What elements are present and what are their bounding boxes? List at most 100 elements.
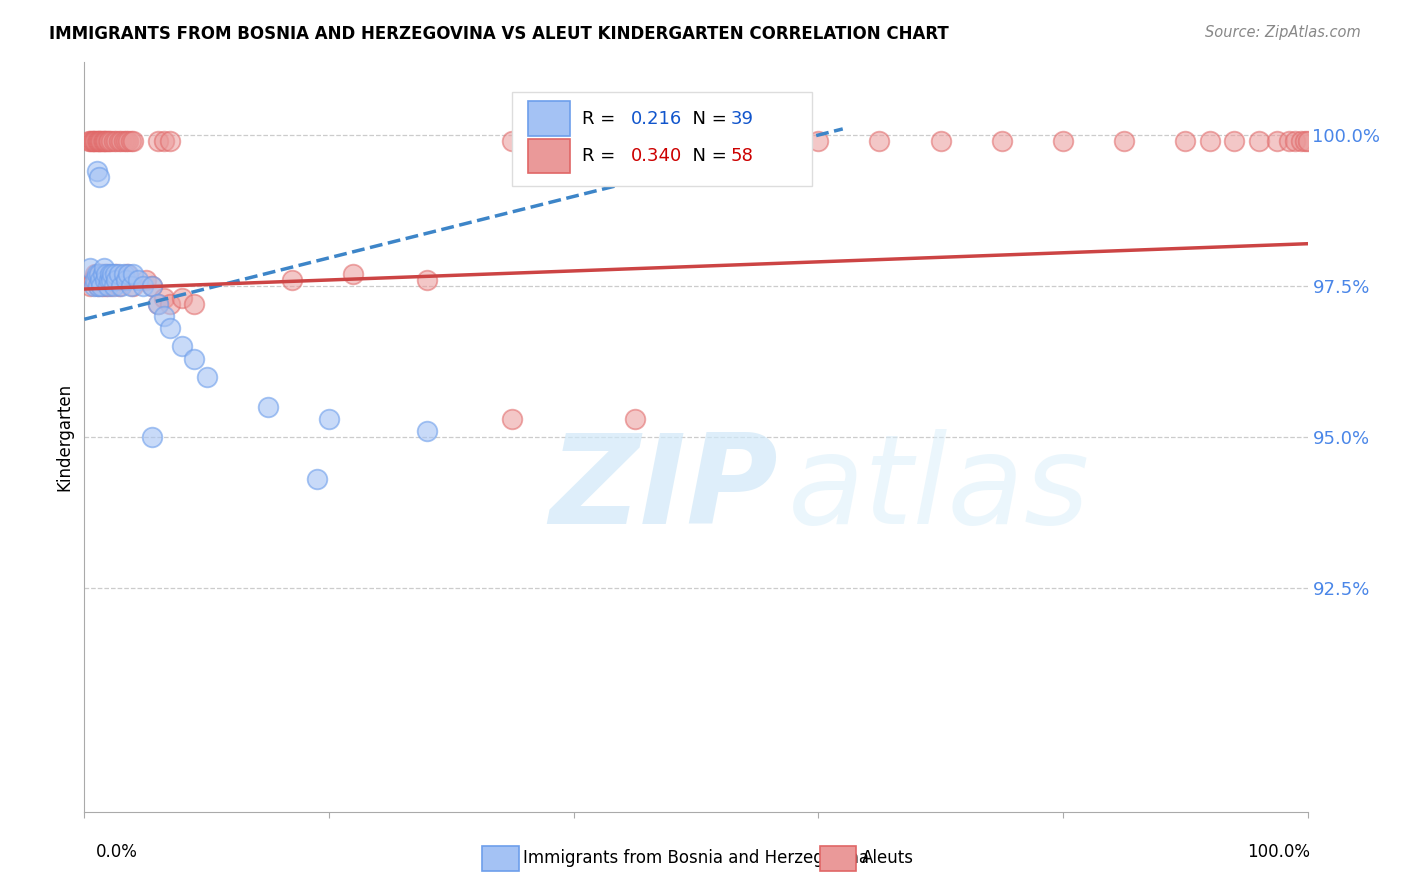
Point xyxy=(257,400,280,414)
Point xyxy=(96,134,118,148)
Point xyxy=(991,134,1014,148)
Point xyxy=(86,164,108,178)
Point xyxy=(97,267,120,281)
Point xyxy=(82,134,104,148)
Point xyxy=(97,273,120,287)
Text: Source: ZipAtlas.com: Source: ZipAtlas.com xyxy=(1205,25,1361,40)
Point xyxy=(84,267,107,281)
Point xyxy=(1278,134,1301,148)
Point xyxy=(120,134,142,148)
Point xyxy=(90,134,112,148)
Point xyxy=(1291,134,1313,148)
Point xyxy=(172,291,194,305)
Point xyxy=(87,170,110,185)
Point xyxy=(747,134,769,148)
Point xyxy=(105,273,128,287)
FancyBboxPatch shape xyxy=(529,102,569,136)
Point xyxy=(110,273,132,287)
Point xyxy=(91,279,114,293)
Point xyxy=(117,267,139,281)
Point xyxy=(105,267,128,281)
Point xyxy=(87,267,110,281)
Point xyxy=(107,267,129,281)
Point xyxy=(122,134,145,148)
Point xyxy=(1284,134,1306,148)
Point xyxy=(562,134,585,148)
Point xyxy=(807,134,830,148)
Point xyxy=(117,134,139,148)
Point xyxy=(89,273,111,287)
Point xyxy=(1174,134,1197,148)
Point xyxy=(318,412,340,426)
Point xyxy=(79,279,101,293)
Point xyxy=(84,134,107,148)
Point xyxy=(103,273,125,287)
Text: 58: 58 xyxy=(730,147,754,165)
Point xyxy=(141,430,163,444)
Point xyxy=(91,267,114,281)
Text: Immigrants from Bosnia and Herzegovina: Immigrants from Bosnia and Herzegovina xyxy=(523,849,869,867)
Text: 0.0%: 0.0% xyxy=(96,843,138,861)
Point xyxy=(101,267,124,281)
Point xyxy=(100,279,122,293)
Point xyxy=(89,273,111,287)
Text: R =: R = xyxy=(582,147,621,165)
Point xyxy=(159,297,181,311)
Point xyxy=(153,291,176,305)
Point xyxy=(1247,134,1270,148)
Point xyxy=(153,134,176,148)
Point xyxy=(87,134,110,148)
Point xyxy=(94,267,117,281)
Text: N =: N = xyxy=(682,147,733,165)
Point xyxy=(89,134,111,148)
Point xyxy=(1114,134,1136,148)
Point xyxy=(105,134,128,148)
Point xyxy=(502,134,524,148)
Point xyxy=(86,273,108,287)
Point xyxy=(98,267,121,281)
Point xyxy=(93,260,115,275)
Point xyxy=(115,273,138,287)
Point xyxy=(87,279,110,293)
Point xyxy=(103,279,125,293)
Point xyxy=(82,273,104,287)
Point xyxy=(97,134,120,148)
Point xyxy=(93,134,115,148)
Text: 0.340: 0.340 xyxy=(631,147,682,165)
Point xyxy=(115,134,138,148)
Point xyxy=(93,273,115,287)
Point xyxy=(112,267,135,281)
Point xyxy=(342,267,364,281)
Point xyxy=(153,310,176,324)
Point xyxy=(90,267,112,281)
Point xyxy=(97,134,120,148)
Point xyxy=(1296,134,1319,148)
Text: R =: R = xyxy=(582,110,621,128)
Point xyxy=(87,134,110,148)
Point xyxy=(90,279,112,293)
Point xyxy=(1052,134,1074,148)
Point xyxy=(94,273,117,287)
Text: atlas: atlas xyxy=(787,429,1090,550)
Point xyxy=(79,134,101,148)
Point xyxy=(141,279,163,293)
Point xyxy=(80,134,103,148)
Point xyxy=(146,297,169,311)
Point xyxy=(281,273,304,287)
Point xyxy=(1294,134,1316,148)
Point xyxy=(79,260,101,275)
Text: 0.216: 0.216 xyxy=(631,110,682,128)
Point xyxy=(624,412,647,426)
Point xyxy=(86,134,108,148)
Point xyxy=(77,134,100,148)
Point xyxy=(103,134,125,148)
Point xyxy=(1198,134,1220,148)
Point xyxy=(84,273,107,287)
Point xyxy=(97,279,120,293)
Point xyxy=(416,273,439,287)
Point xyxy=(146,297,169,311)
Point xyxy=(96,279,118,293)
Point xyxy=(305,472,328,486)
Point xyxy=(104,267,127,281)
Point xyxy=(96,267,118,281)
